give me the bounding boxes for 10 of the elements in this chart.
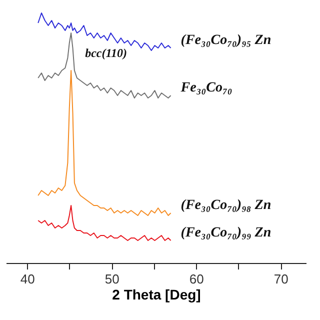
annotation: bcc(110) xyxy=(85,46,128,60)
series-label: Fe₃₀Co₇₀ xyxy=(180,80,232,96)
x-tick-label: 60 xyxy=(189,272,204,286)
x-tick-label: 70 xyxy=(274,272,288,286)
series-label: (Fe₃₀Co₇₀)₉₉ Zn xyxy=(180,226,272,240)
x-axis-title: 2 Theta [Deg] xyxy=(112,286,201,302)
series-label: (Fe₃₀Co₇₀)₉₅ Zn xyxy=(180,33,272,48)
series-label: (Fe₃₀Co₇₀)₉₈ Zn xyxy=(180,198,272,213)
x-tick-label: 40 xyxy=(20,272,35,286)
x-tick-label: 50 xyxy=(104,272,120,286)
